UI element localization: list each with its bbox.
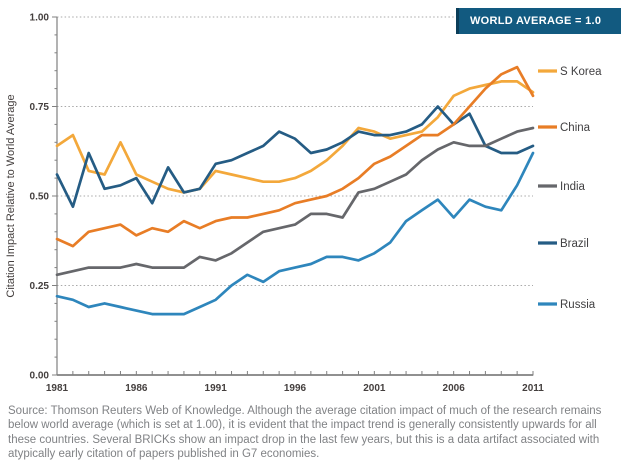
x-tick-label: 1991 — [205, 383, 228, 394]
y-tick-label: 0.75 — [30, 102, 50, 113]
y-tick-label: 0.25 — [30, 281, 50, 292]
world-average-label: WORLD AVERAGE = 1.0 — [470, 15, 602, 27]
y-axis-title: Citation Impact Relative to World Averag… — [5, 94, 17, 297]
badge-accent-edge — [456, 8, 459, 34]
x-tick-label: 2001 — [363, 383, 386, 394]
series-line-china — [55, 65, 535, 248]
legend-label-china: China — [560, 122, 591, 134]
series-line-russia — [55, 151, 535, 316]
legend-label-india: India — [560, 181, 586, 193]
x-tick-label: 1996 — [284, 383, 307, 394]
y-tick-label: 0.00 — [30, 371, 50, 382]
x-tick-label: 1986 — [125, 383, 148, 394]
legend-label-s-korea: S Korea — [560, 66, 602, 78]
y-tick-label: 0.50 — [30, 192, 50, 203]
world-average-badge: WORLD AVERAGE = 1.0 — [456, 8, 621, 34]
x-tick-label: 2006 — [443, 383, 466, 394]
y-tick-label: 1.00 — [30, 13, 50, 24]
x-tick-label: 2011 — [522, 383, 544, 394]
series-line-india — [55, 126, 535, 277]
series-line-s-korea — [55, 80, 535, 194]
x-tick-label: 1981 — [46, 383, 69, 394]
source-note: Source: Thomson Reuters Web of Knowledge… — [8, 405, 602, 461]
legend-label-brazil: Brazil — [560, 238, 589, 250]
legend-label-russia: Russia — [560, 299, 596, 311]
